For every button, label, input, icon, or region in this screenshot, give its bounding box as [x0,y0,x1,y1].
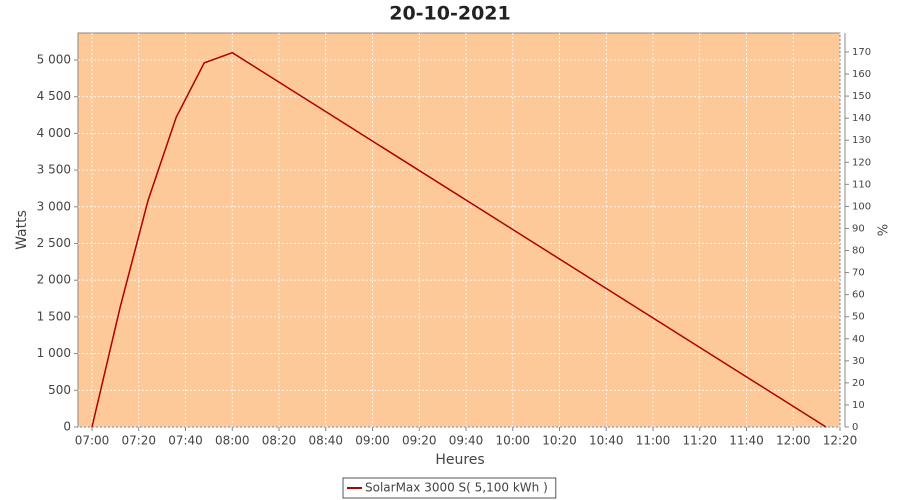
y2-tick-label: 80 [852,246,865,257]
y-tick-label: 0 [63,420,71,434]
y2-tick-label: 170 [852,47,871,58]
y2-tick-label: 60 [852,290,865,301]
y2-tick-label: 100 [852,201,871,212]
y-tick-label: 3 000 [37,199,71,213]
y2-tick-label: 70 [852,268,865,279]
y-tick-label: 500 [48,383,71,397]
x-tick-label: 12:00 [776,434,811,448]
y2-tick-label: 140 [852,113,871,124]
y-tick-label: 2 500 [37,236,71,250]
y-tick-label: 4 000 [37,126,71,140]
y-tick-label: 1 000 [37,346,71,360]
y-tick-label: 2 000 [37,273,71,287]
x-tick-label: 08:40 [308,434,343,448]
y-tick-label: 5 000 [37,53,71,67]
chart-title: 20-10-2021 [389,3,511,25]
x-tick-label: 07:00 [75,434,110,448]
y2-tick-label: 30 [852,356,865,367]
x-tick-label: 12:20 [823,434,858,448]
y-tick-label: 3 500 [37,163,71,177]
x-tick-label: 11:20 [682,434,717,448]
x-tick-label: 09:20 [402,434,437,448]
y-axis-label: Watts [14,210,30,250]
y2-tick-label: 90 [852,223,865,234]
data-line [91,51,827,428]
x-tick-label: 08:20 [262,434,297,448]
y2-tick-label: 120 [852,157,871,168]
x-axis-label: Heures [435,452,484,468]
plot-area [77,32,841,428]
x-tick-label: 09:40 [449,434,484,448]
x-tick-label: 10:20 [542,434,577,448]
y2-tick-label: 0 [852,422,858,433]
y2-axis-label: % [877,224,892,236]
y2-tick-label: 50 [852,312,865,323]
x-tick-label: 10:00 [495,434,530,448]
y2-tick-label: 130 [852,135,871,146]
legend-box [342,477,557,499]
x-tick-label: 07:40 [168,434,203,448]
y2-tick-label: 160 [852,69,871,80]
x-tick-label: 11:00 [636,434,671,448]
legend: SolarMax 3000 S( 5,100 kWh ) [342,477,557,499]
y2-tick-label: 150 [852,91,871,102]
y2-tick-label: 40 [852,334,865,345]
x-tick-label: 07:20 [121,434,156,448]
x-tick-label: 08:00 [215,434,250,448]
x-tick-label: 11:40 [729,434,764,448]
legend-label: SolarMax 3000 S( 5,100 kWh ) [365,481,548,495]
x-tick-label: 09:00 [355,434,390,448]
y-tick-label: 4 500 [37,89,71,103]
x-tick-label: 10:40 [589,434,624,448]
y2-tick-label: 10 [852,400,865,411]
y-tick-label: 1 500 [37,309,71,323]
y2-tick-label: 20 [852,378,865,389]
y2-tick-label: 110 [852,179,871,190]
